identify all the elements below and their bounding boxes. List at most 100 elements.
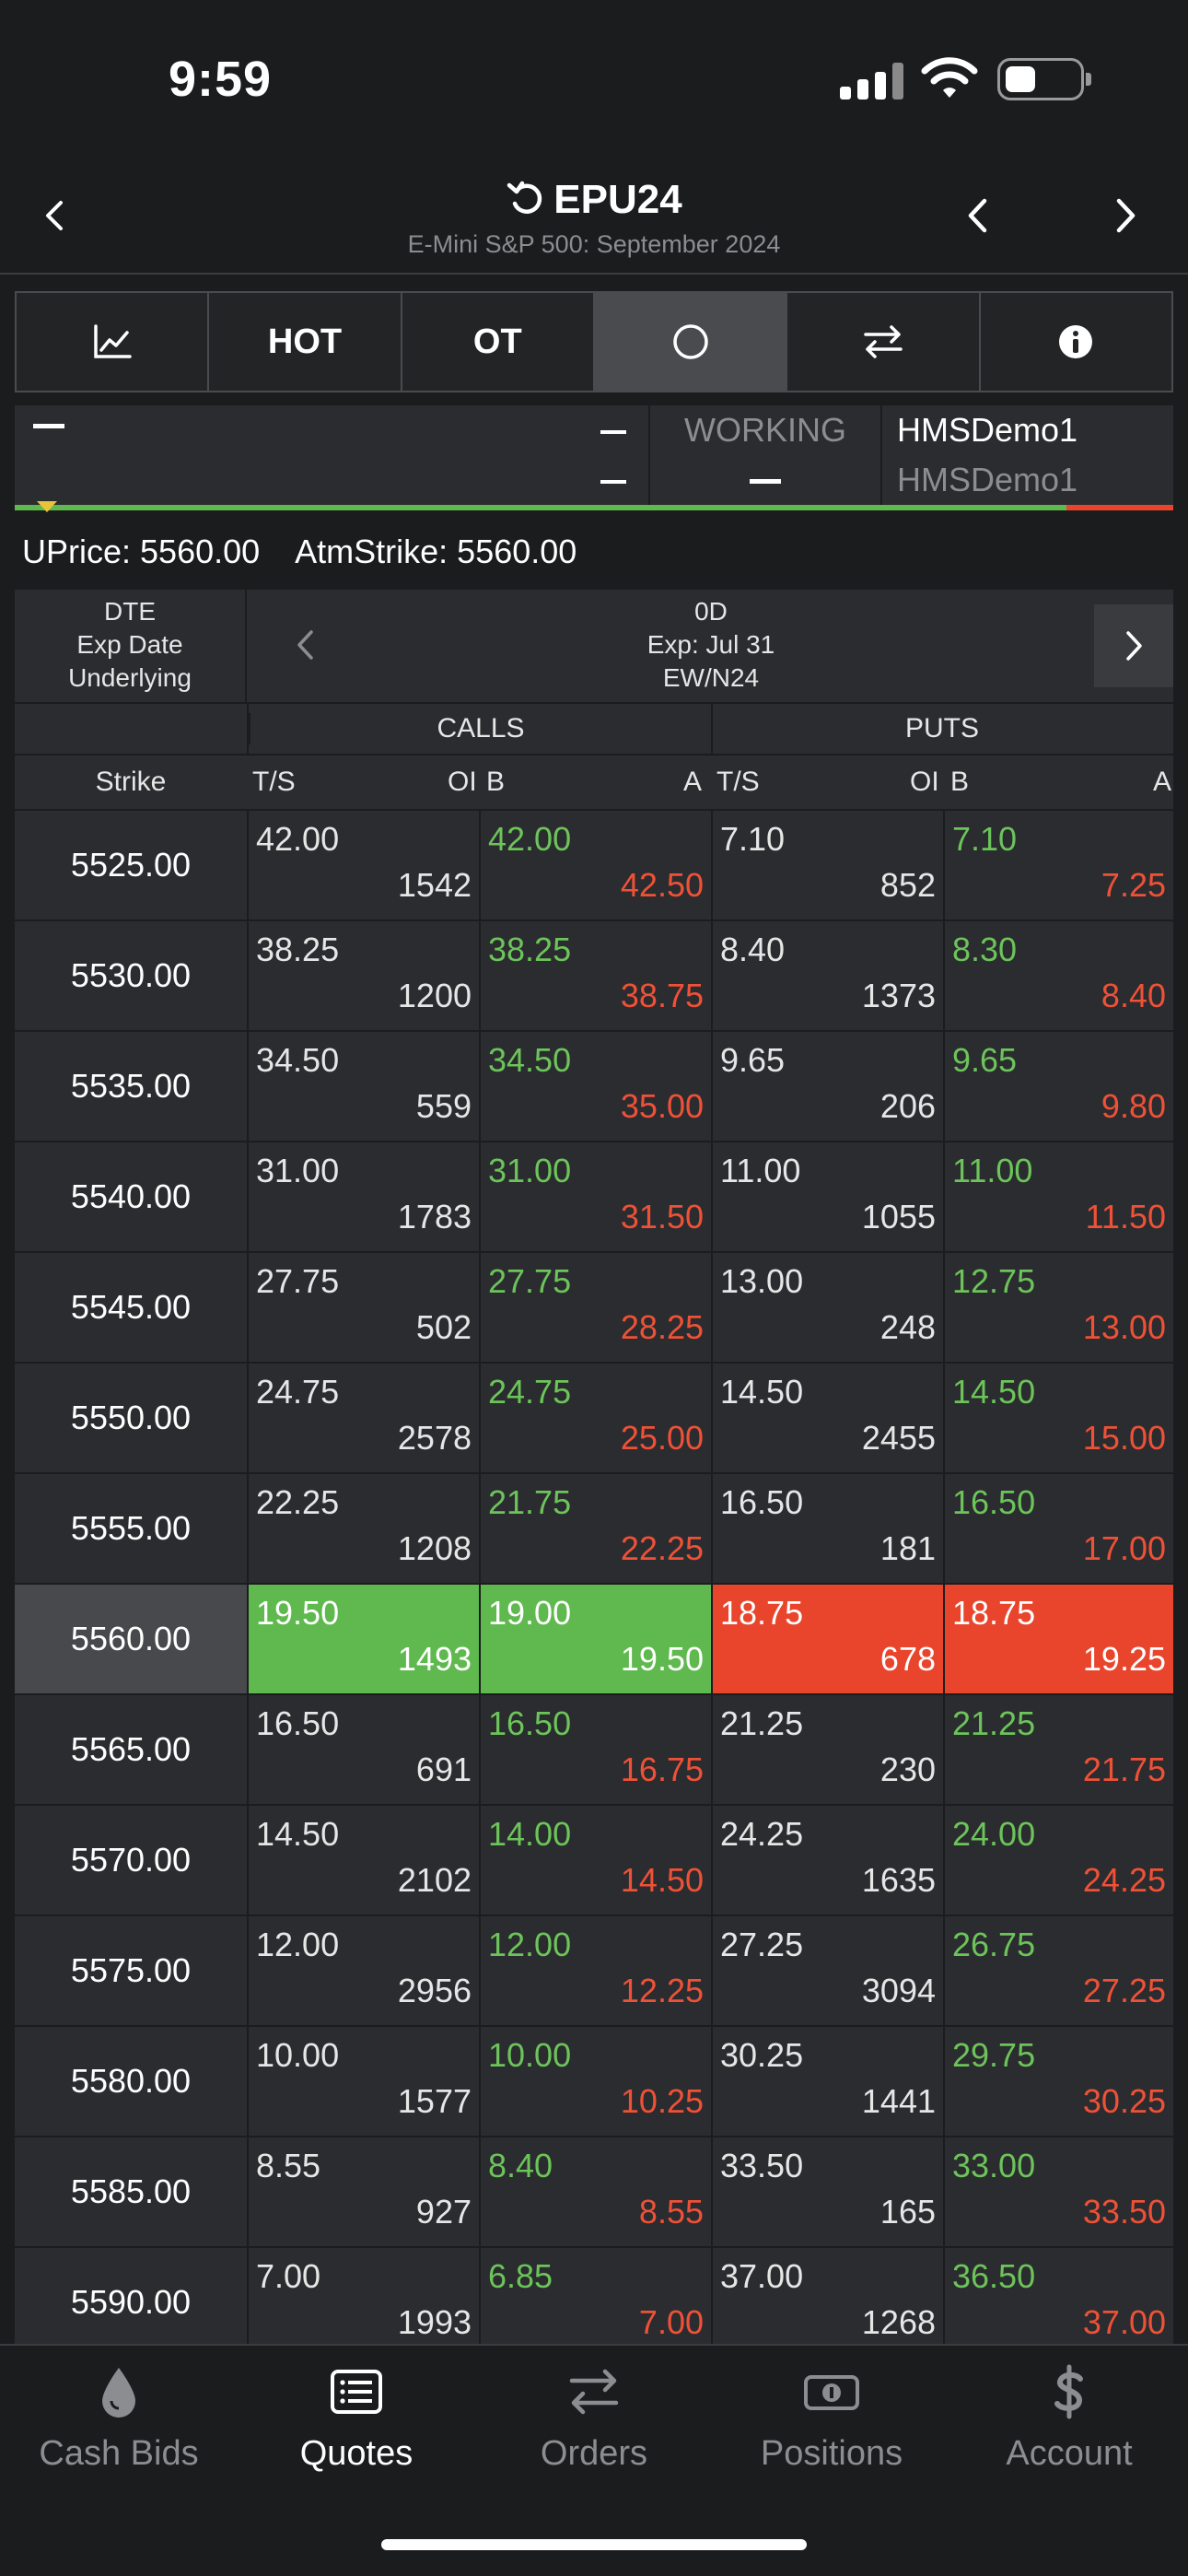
next-symbol-icon[interactable] <box>1105 195 1146 236</box>
put-trade-cell[interactable]: 7.10 852 <box>713 811 943 919</box>
strike-row[interactable]: 5540.00 31.00 1783 31.00 31.50 11.00 1055 11.00… <box>15 1142 1173 1251</box>
call-trade-cell[interactable]: 34.50 559 <box>249 1032 479 1141</box>
put-trade-cell[interactable]: 27.25 3094 <box>713 1916 943 2025</box>
account-primary[interactable]: HMSDemo1 <box>897 411 1078 449</box>
cellular-signal-icon <box>840 63 904 100</box>
put-trade-cell[interactable]: 9.65 206 <box>713 1032 943 1141</box>
call-bid-ask-cell[interactable]: 27.75 28.25 <box>481 1253 711 1362</box>
put-bid-ask-cell[interactable]: 18.75 19.25 <box>945 1585 1173 1693</box>
bid-dash <box>600 430 626 434</box>
put-trade-cell[interactable]: 24.25 1635 <box>713 1806 943 1914</box>
call-bid-ask-cell[interactable]: 12.00 12.25 <box>481 1916 711 2025</box>
call-trade-cell[interactable]: 16.50 691 <box>249 1695 479 1804</box>
call-bid-ask-cell[interactable]: 6.85 7.00 <box>481 2248 711 2357</box>
call-trade-cell[interactable]: 8.55 927 <box>249 2137 479 2246</box>
put-bid-ask-cell[interactable]: 29.75 30.25 <box>945 2027 1173 2136</box>
strike-row[interactable]: 5525.00 42.00 1542 42.00 42.50 7.10 852 7.10 7.2… <box>15 811 1173 919</box>
expiration-selector[interactable]: 0D Exp: Jul 31 EW/N24 <box>249 590 1173 702</box>
strike-row[interactable]: 5585.00 8.55 927 8.40 8.55 33.50 165 33.00 33.50 <box>15 2137 1173 2246</box>
tab-orders[interactable]: Orders <box>475 2364 713 2474</box>
call-trade-cell[interactable]: 19.50 1493 <box>249 1585 479 1693</box>
call-bid-ask-cell[interactable]: 24.75 25.00 <box>481 1364 711 1472</box>
dte-value: 0D <box>694 597 728 626</box>
put-trade-cell[interactable]: 13.00 248 <box>713 1253 943 1362</box>
strike-row[interactable]: 5555.00 22.25 1208 21.75 22.25 16.50 181 16.50 1… <box>15 1474 1173 1583</box>
call-trade-cell[interactable]: 24.75 2578 <box>249 1364 479 1472</box>
options-button[interactable] <box>594 293 788 391</box>
call-bid-ask-cell[interactable]: 14.00 14.50 <box>481 1806 711 1914</box>
account-strip[interactable]: WORKING HMSDemo1 HMSDemo1 <box>15 405 1173 512</box>
call-bid-ask-cell[interactable]: 8.40 8.55 <box>481 2137 711 2246</box>
strike-row[interactable]: 5590.00 7.00 1993 6.85 7.00 37.00 1268 36.50 37.… <box>15 2248 1173 2357</box>
put-bid-ask-cell[interactable]: 33.00 33.50 <box>945 2137 1173 2246</box>
strike-row[interactable]: 5545.00 27.75 502 27.75 28.25 13.00 248 12.75 13… <box>15 1253 1173 1362</box>
cell-top-value: 33.00 <box>952 2147 1036 2184</box>
put-bid-ask-cell[interactable]: 14.50 15.00 <box>945 1364 1173 1472</box>
info-button[interactable] <box>981 293 1171 391</box>
call-bid-ask-cell[interactable]: 10.00 10.25 <box>481 2027 711 2136</box>
put-trade-cell[interactable]: 11.00 1055 <box>713 1142 943 1251</box>
put-trade-cell[interactable]: 37.00 1268 <box>713 2248 943 2357</box>
cell-bottom-value: 13.00 <box>1082 1308 1166 1346</box>
strike-row[interactable]: 5580.00 10.00 1577 10.00 10.25 30.25 1441 29.75… <box>15 2027 1173 2136</box>
call-trade-cell[interactable]: 12.00 2956 <box>249 1916 479 2025</box>
put-bid-ask-cell[interactable]: 24.00 24.25 <box>945 1806 1173 1914</box>
exp-date-value: Exp: Jul 31 <box>646 630 775 659</box>
cell-bottom-value: 12.25 <box>620 1972 704 2009</box>
put-bid-ask-cell[interactable]: 16.50 17.00 <box>945 1474 1173 1583</box>
put-trade-cell[interactable]: 30.25 1441 <box>713 2027 943 2136</box>
put-trade-cell[interactable]: 16.50 181 <box>713 1474 943 1583</box>
previous-symbol-icon[interactable] <box>958 195 998 236</box>
chart-button[interactable] <box>17 293 210 391</box>
call-trade-cell[interactable]: 22.25 1208 <box>249 1474 479 1583</box>
put-trade-cell[interactable]: 8.40 1373 <box>713 921 943 1030</box>
strike-row[interactable]: 5530.00 38.25 1200 38.25 38.75 8.40 1373 8.30 8.… <box>15 921 1173 1030</box>
home-indicator[interactable] <box>381 2539 807 2550</box>
call-bid-ask-cell[interactable]: 31.00 31.50 <box>481 1142 711 1251</box>
call-trade-cell[interactable]: 14.50 2102 <box>249 1806 479 1914</box>
back-chevron-icon[interactable] <box>37 197 74 234</box>
call-trade-cell[interactable]: 27.75 502 <box>249 1253 479 1362</box>
strike-price: 5590.00 <box>70 2283 192 2321</box>
tab-quotes[interactable]: Quotes <box>238 2364 475 2474</box>
put-bid-ask-cell[interactable]: 7.10 7.25 <box>945 811 1173 919</box>
hot-button[interactable]: HOT <box>209 293 402 391</box>
strike-row[interactable]: 5565.00 16.50 691 16.50 16.75 21.25 230 21.25 21… <box>15 1695 1173 1804</box>
call-trade-cell[interactable]: 10.00 1577 <box>249 2027 479 2136</box>
atm-strike-row[interactable]: 5560.00 19.50 1493 19.00 19.50 18.75 678 18.75 1… <box>15 1585 1173 1693</box>
call-bid-ask-cell[interactable]: 34.50 35.00 <box>481 1032 711 1141</box>
put-bid-ask-cell[interactable]: 11.00 11.50 <box>945 1142 1173 1251</box>
call-trade-cell[interactable]: 42.00 1542 <box>249 811 479 919</box>
put-bid-ask-cell[interactable]: 8.30 8.40 <box>945 921 1173 1030</box>
call-trade-cell[interactable]: 38.25 1200 <box>249 921 479 1030</box>
strike-row[interactable]: 5550.00 24.75 2578 24.75 25.00 14.50 2455 14.50… <box>15 1364 1173 1472</box>
put-bid-ask-cell[interactable]: 12.75 13.00 <box>945 1253 1173 1362</box>
call-bid-ask-cell[interactable]: 19.00 19.50 <box>481 1585 711 1693</box>
refresh-icon[interactable] <box>506 178 546 218</box>
tab-cash-bids[interactable]: Cash Bids <box>0 2364 238 2474</box>
put-trade-cell[interactable]: 14.50 2455 <box>713 1364 943 1472</box>
put-bid-ask-cell[interactable]: 9.65 9.80 <box>945 1032 1173 1141</box>
put-trade-cell[interactable]: 18.75 678 <box>713 1585 943 1693</box>
call-trade-cell[interactable]: 31.00 1783 <box>249 1142 479 1251</box>
tab-positions[interactable]: Positions <box>713 2364 950 2474</box>
call-bid-ask-cell[interactable]: 16.50 16.75 <box>481 1695 711 1804</box>
next-expiration-button[interactable] <box>1094 604 1173 687</box>
put-bid-ask-cell[interactable]: 26.75 27.25 <box>945 1916 1173 2025</box>
put-trade-cell[interactable]: 33.50 165 <box>713 2137 943 2246</box>
cell-bottom-value: 1493 <box>397 1640 472 1678</box>
call-bid-ask-cell[interactable]: 42.00 42.50 <box>481 811 711 919</box>
tab-account[interactable]: Account <box>950 2364 1188 2474</box>
strike-row[interactable]: 5535.00 34.50 559 34.50 35.00 9.65 206 9.65 9.80 <box>15 1032 1173 1141</box>
spread-button[interactable] <box>787 293 981 391</box>
put-trade-cell[interactable]: 21.25 230 <box>713 1695 943 1804</box>
call-trade-cell[interactable]: 7.00 1993 <box>249 2248 479 2357</box>
strike-row[interactable]: 5570.00 14.50 2102 14.00 14.50 24.25 1635 24.00… <box>15 1806 1173 1914</box>
call-bid-ask-cell[interactable]: 21.75 22.25 <box>481 1474 711 1583</box>
put-bid-ask-cell[interactable]: 21.25 21.75 <box>945 1695 1173 1804</box>
ot-button[interactable]: OT <box>402 293 595 391</box>
previous-expiration-icon[interactable] <box>287 626 324 663</box>
strike-row[interactable]: 5575.00 12.00 2956 12.00 12.25 27.25 3094 26.75… <box>15 1916 1173 2025</box>
call-bid-ask-cell[interactable]: 38.25 38.75 <box>481 921 711 1030</box>
put-bid-ask-cell[interactable]: 36.50 37.00 <box>945 2248 1173 2357</box>
